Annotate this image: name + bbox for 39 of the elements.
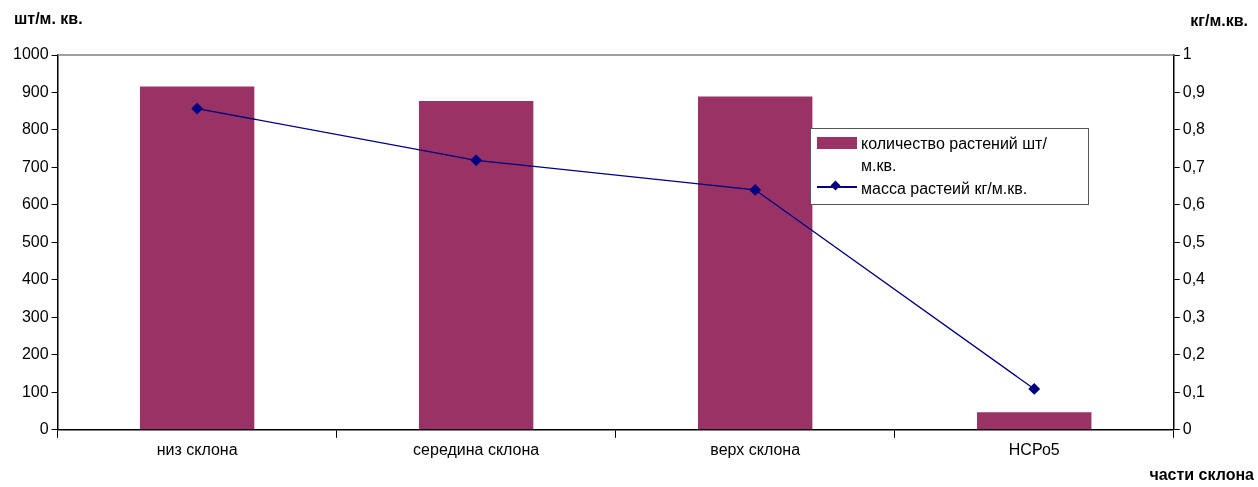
y-tick-label: 1000	[13, 45, 49, 63]
x-tick-label: НСРо5	[1008, 440, 1060, 458]
bar	[977, 412, 1092, 430]
x-tick-label: верх склона	[710, 440, 801, 458]
y2-tick-label: 0,7	[1182, 157, 1206, 175]
y-tick-label: 200	[21, 345, 49, 363]
x-tick-label: низ склона	[156, 440, 238, 458]
legend-label: масса растеий кг/м.кв.	[861, 179, 1028, 199]
y-tick-label: 500	[21, 232, 49, 250]
y2-tick-label: 0,8	[1182, 120, 1206, 138]
y-tick-label: 600	[21, 195, 49, 213]
y-tick-label: 0	[39, 420, 49, 438]
y-tick-label: 100	[21, 382, 49, 400]
bar	[418, 101, 534, 430]
legend-label: количество растений шт/м.кв.	[861, 134, 1048, 176]
x-tick-label: середина склона	[413, 440, 540, 458]
y2-axis-title: кг/м.кв.	[1190, 12, 1248, 30]
y-tick-label: 900	[21, 82, 49, 100]
y2-tick-label: 0	[1182, 420, 1192, 438]
point	[749, 184, 761, 196]
y-tick-label: 800	[21, 120, 49, 138]
y2-tick-label: 0,1	[1182, 382, 1206, 400]
y2-tick-label: 0,4	[1182, 270, 1206, 288]
y-tick-label: 400	[21, 270, 49, 288]
y-tick-label: 700	[21, 157, 49, 175]
x-axis-title: части склона	[1149, 466, 1254, 484]
bar	[139, 86, 255, 430]
y-axis-title: шт/м. кв.	[14, 10, 83, 28]
y2-tick-label: 0,9	[1182, 82, 1206, 100]
y2-tick-label: 0,3	[1182, 307, 1206, 325]
y2-tick-label: 1	[1182, 45, 1192, 63]
bar	[697, 96, 813, 430]
y2-tick-label: 0,5	[1182, 232, 1206, 250]
y-tick-label: 300	[21, 307, 49, 325]
point	[191, 102, 203, 115]
point	[470, 154, 482, 166]
y2-tick-label: 0,6	[1182, 195, 1206, 213]
point	[1028, 383, 1040, 395]
y2-tick-label: 0,2	[1182, 345, 1206, 363]
